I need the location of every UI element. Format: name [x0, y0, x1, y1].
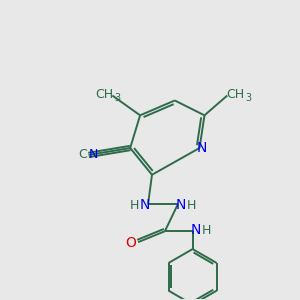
Text: N: N — [176, 199, 186, 212]
Text: N: N — [190, 223, 201, 237]
Text: CH: CH — [95, 88, 113, 101]
Text: C: C — [78, 148, 87, 161]
Text: 3: 3 — [245, 94, 251, 103]
Text: CH: CH — [226, 88, 244, 101]
Text: H: H — [187, 199, 196, 212]
Text: N: N — [140, 199, 150, 212]
Text: O: O — [126, 236, 136, 250]
Text: H: H — [202, 224, 211, 237]
Text: N: N — [89, 148, 98, 161]
Text: N: N — [196, 141, 207, 155]
Text: 3: 3 — [114, 94, 120, 103]
Text: H: H — [130, 199, 139, 212]
